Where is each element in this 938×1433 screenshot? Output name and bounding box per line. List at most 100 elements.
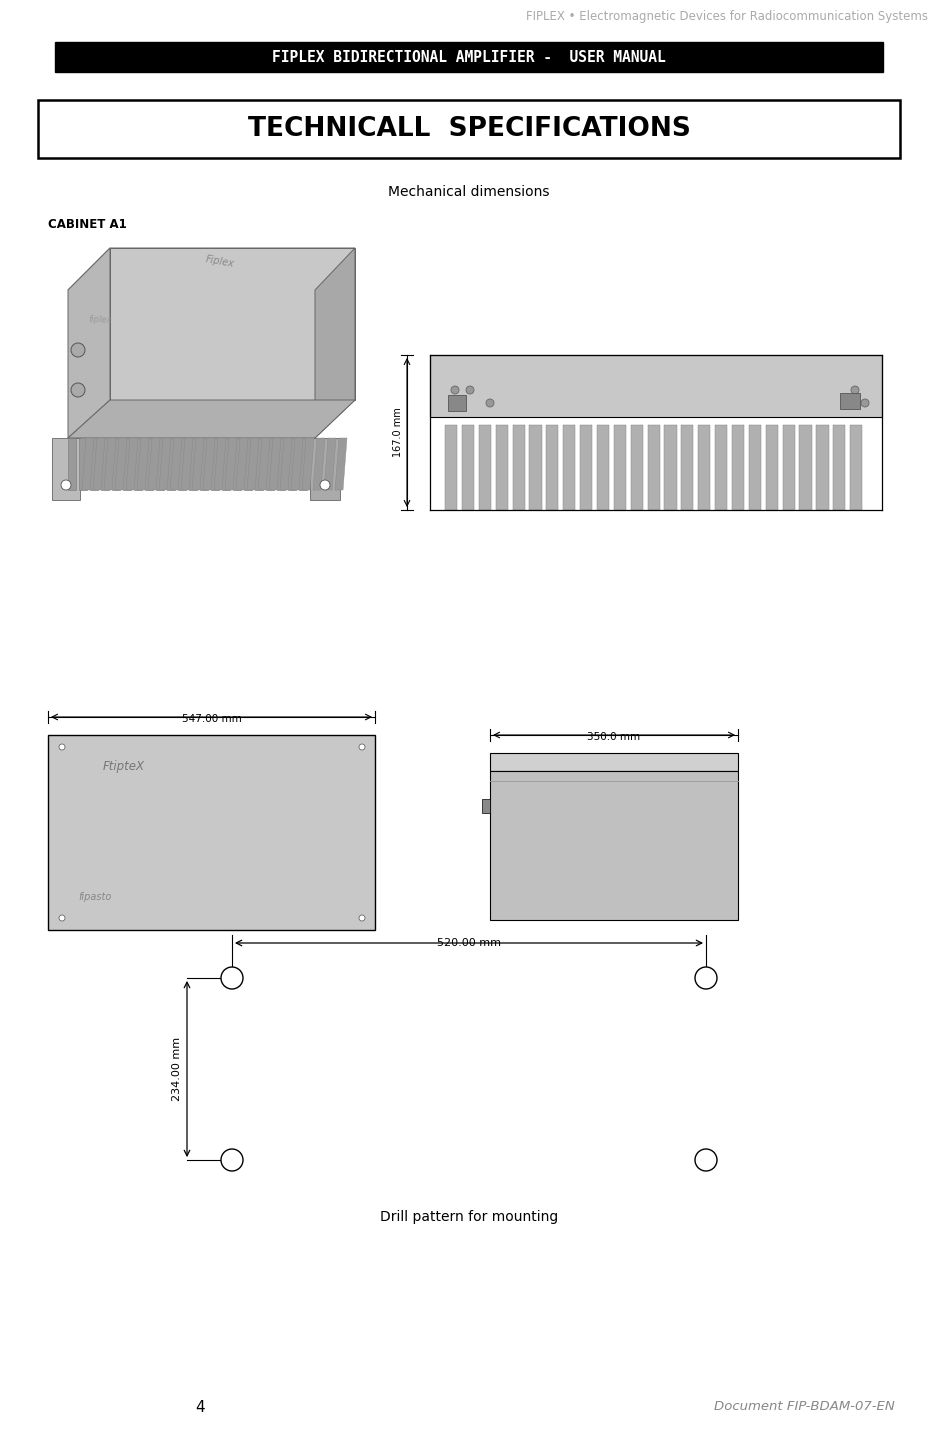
Bar xyxy=(478,426,491,510)
Circle shape xyxy=(451,385,459,394)
Bar xyxy=(48,735,375,930)
Polygon shape xyxy=(244,438,252,490)
Bar xyxy=(546,426,558,510)
Polygon shape xyxy=(203,438,215,490)
Polygon shape xyxy=(68,248,110,438)
Polygon shape xyxy=(315,248,355,438)
Polygon shape xyxy=(214,438,226,490)
Bar xyxy=(495,426,507,510)
Circle shape xyxy=(71,383,85,397)
Polygon shape xyxy=(159,438,171,490)
Circle shape xyxy=(61,480,71,490)
Polygon shape xyxy=(68,438,76,490)
Polygon shape xyxy=(200,438,208,490)
Circle shape xyxy=(59,744,65,749)
Polygon shape xyxy=(247,438,259,490)
Text: Fiplex: Fiplex xyxy=(204,255,235,269)
Polygon shape xyxy=(68,400,355,438)
Circle shape xyxy=(221,1149,243,1171)
Bar xyxy=(563,426,575,510)
Bar xyxy=(664,426,676,510)
Polygon shape xyxy=(148,438,160,490)
Text: 520.00 mm: 520.00 mm xyxy=(437,939,501,949)
Polygon shape xyxy=(189,438,197,490)
Text: 167.0 mm: 167.0 mm xyxy=(393,407,403,457)
Polygon shape xyxy=(302,438,314,490)
Polygon shape xyxy=(104,438,116,490)
Polygon shape xyxy=(236,438,248,490)
Bar xyxy=(782,426,794,510)
Polygon shape xyxy=(68,248,355,289)
Polygon shape xyxy=(178,438,186,490)
Polygon shape xyxy=(233,438,241,490)
Circle shape xyxy=(466,385,474,394)
Text: 4: 4 xyxy=(195,1400,204,1414)
Polygon shape xyxy=(167,438,175,490)
Bar xyxy=(749,426,761,510)
Circle shape xyxy=(221,967,243,989)
Bar xyxy=(490,771,738,920)
Text: 350.0 mm: 350.0 mm xyxy=(587,732,641,742)
Polygon shape xyxy=(324,438,336,490)
Text: FtipteX: FtipteX xyxy=(103,759,145,772)
Bar xyxy=(630,426,643,510)
Circle shape xyxy=(695,967,717,989)
Bar xyxy=(715,426,727,510)
Polygon shape xyxy=(82,438,94,490)
Polygon shape xyxy=(258,438,270,490)
Polygon shape xyxy=(145,438,153,490)
Polygon shape xyxy=(101,438,109,490)
Bar xyxy=(698,426,710,510)
Circle shape xyxy=(695,1149,717,1171)
Text: Mechanical dimensions: Mechanical dimensions xyxy=(388,185,550,199)
Polygon shape xyxy=(211,438,219,490)
Bar xyxy=(445,426,457,510)
Bar xyxy=(613,426,626,510)
Polygon shape xyxy=(225,438,237,490)
Polygon shape xyxy=(222,438,230,490)
Bar xyxy=(448,396,466,411)
Circle shape xyxy=(59,916,65,921)
Bar xyxy=(833,426,845,510)
Polygon shape xyxy=(255,438,263,490)
Bar xyxy=(681,426,693,510)
Text: FIPLEX BIDIRECTIONAL AMPLIFIER -  USER MANUAL: FIPLEX BIDIRECTIONAL AMPLIFIER - USER MA… xyxy=(272,50,666,64)
Polygon shape xyxy=(126,438,138,490)
Polygon shape xyxy=(170,438,182,490)
Polygon shape xyxy=(291,438,303,490)
Polygon shape xyxy=(52,438,80,500)
Text: CABINET A1: CABINET A1 xyxy=(48,218,127,231)
Text: fiplex: fiplex xyxy=(88,315,112,325)
Bar xyxy=(765,426,778,510)
Bar xyxy=(461,426,474,510)
Text: fipasto: fipasto xyxy=(78,891,112,901)
Polygon shape xyxy=(134,438,142,490)
Bar xyxy=(490,752,738,771)
Polygon shape xyxy=(115,438,127,490)
Bar xyxy=(580,426,592,510)
Bar xyxy=(816,426,828,510)
Text: FIPLEX • Electromagnetic Devices for Radiocommunication Systems: FIPLEX • Electromagnetic Devices for Rad… xyxy=(526,10,928,23)
Bar xyxy=(799,426,811,510)
Polygon shape xyxy=(79,438,87,490)
Polygon shape xyxy=(112,438,120,490)
Bar xyxy=(647,426,659,510)
Circle shape xyxy=(320,480,330,490)
Polygon shape xyxy=(93,438,105,490)
Text: Document FIP-BDAM-07-EN: Document FIP-BDAM-07-EN xyxy=(714,1400,895,1413)
Circle shape xyxy=(486,398,494,407)
Bar xyxy=(840,393,860,408)
Circle shape xyxy=(359,916,365,921)
Text: 547.00 mm: 547.00 mm xyxy=(182,714,241,724)
Bar xyxy=(529,426,541,510)
Polygon shape xyxy=(156,438,164,490)
Polygon shape xyxy=(299,438,307,490)
FancyBboxPatch shape xyxy=(38,100,900,158)
Bar xyxy=(482,800,490,813)
Polygon shape xyxy=(192,438,204,490)
Bar xyxy=(732,426,744,510)
Bar xyxy=(430,355,882,417)
Polygon shape xyxy=(335,438,347,490)
Text: TECHNICALL  SPECIFICATIONS: TECHNICALL SPECIFICATIONS xyxy=(248,116,690,142)
Bar xyxy=(850,426,862,510)
